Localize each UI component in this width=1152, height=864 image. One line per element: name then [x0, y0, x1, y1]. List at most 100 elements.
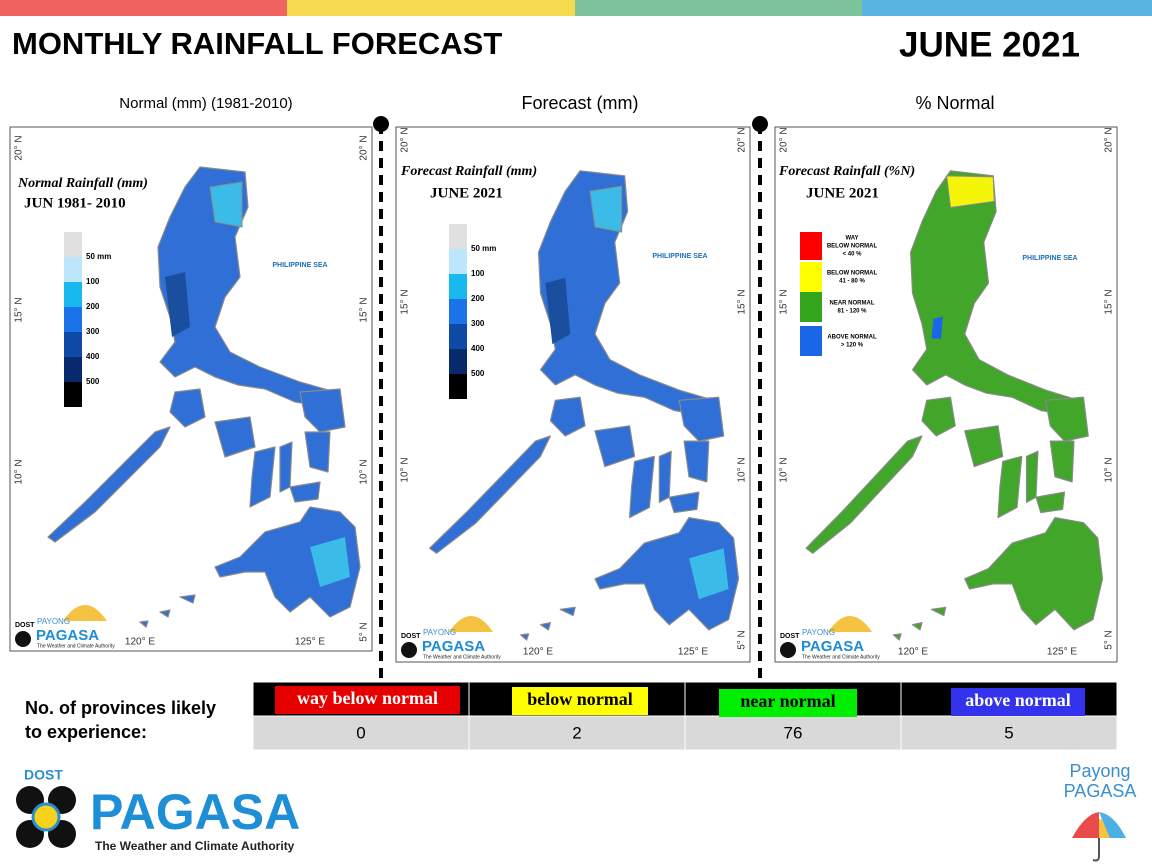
map-period: JUN 1981- 2010 — [24, 195, 126, 211]
legend-label: 400 — [86, 352, 100, 361]
legend-label: 200 — [86, 302, 100, 311]
legend-swatch — [64, 257, 82, 282]
legend-swatch — [64, 332, 82, 357]
footer-tagline: The Weather and Climate Authority — [95, 839, 295, 853]
logo-tagline: The Weather and Climate Authority — [802, 654, 880, 660]
sea-label: PHILIPPINE SEA — [652, 253, 707, 260]
panel-caption: % Normal — [915, 93, 994, 113]
map-period: JUNE 2021 — [806, 185, 879, 201]
lat-label: 10° N — [737, 457, 748, 482]
footer-brand: PAGASA — [1064, 781, 1137, 801]
lat-label: 15° N — [779, 289, 790, 314]
legend-label: < 40 % — [843, 252, 863, 258]
legend-swatch — [800, 292, 822, 322]
period: JUNE 2021 — [899, 25, 1080, 64]
rain-patch — [209, 181, 243, 228]
logo-mark — [401, 642, 417, 658]
legend-label: NEAR NORMAL — [830, 301, 875, 307]
separator-dot — [373, 116, 389, 132]
lat-label: 15° N — [737, 289, 748, 314]
logo-brand: PAGASA — [801, 638, 864, 655]
stripe — [0, 0, 287, 16]
legend-label: BELOW NORMAL — [827, 244, 878, 250]
sea-label: PHILIPPINE SEA — [272, 262, 327, 269]
legend-swatch — [800, 232, 822, 260]
legend-swatch — [64, 282, 82, 307]
legend-label: 300 — [471, 319, 485, 328]
footer-logo — [16, 786, 76, 848]
value-cell — [900, 715, 1118, 751]
category-chip — [951, 688, 1085, 716]
legend-swatch — [64, 232, 82, 257]
legend-swatch — [449, 249, 467, 274]
legend-label: 50 mm — [86, 252, 111, 261]
legend-swatch — [800, 262, 822, 292]
stripe — [862, 0, 1152, 16]
lon-label: 125° E — [295, 637, 325, 648]
lat-label: 5° N — [359, 622, 370, 642]
rain-patch — [165, 272, 190, 337]
category-label: above normal — [965, 690, 1071, 710]
footer-agency: DOST — [24, 767, 63, 783]
title: MONTHLY RAINFALL FORECAST — [12, 26, 502, 61]
logo-mark — [780, 642, 796, 658]
legend-label: WAY — [845, 236, 858, 242]
footer-brand: Payong — [1069, 761, 1130, 781]
rain-patch — [310, 537, 350, 587]
row-label: to experience: — [25, 722, 147, 742]
legend-swatch — [449, 324, 467, 349]
lat-label: 10° N — [359, 459, 370, 484]
logo-brand-top: PAYONG — [423, 628, 456, 637]
legend-swatch — [800, 326, 822, 356]
stripe — [575, 0, 862, 16]
lon-label: 125° E — [1047, 647, 1077, 658]
legend-label: 50 mm — [471, 244, 496, 253]
logo-brand-top: PAYONG — [37, 617, 70, 626]
value-cell — [468, 715, 686, 751]
category-chip — [275, 686, 460, 714]
lat-label: 15° N — [1104, 289, 1115, 314]
map — [805, 170, 1104, 641]
lat-label: 20° N — [737, 127, 748, 152]
logo-mark — [15, 631, 31, 647]
lat-label: 5° N — [1104, 630, 1115, 650]
panel-caption: Forecast (mm) — [522, 93, 639, 113]
lon-label: 125° E — [678, 647, 708, 658]
logo-umbrella — [449, 616, 493, 632]
legend-label: 300 — [86, 327, 100, 336]
rain-patch — [946, 175, 995, 209]
legend-label: ABOVE NORMAL — [827, 335, 877, 341]
legend-swatch — [449, 224, 467, 249]
legend-swatch — [449, 374, 467, 399]
legend-swatch — [64, 357, 82, 382]
legend-label: > 120 % — [841, 343, 864, 349]
lat-label: 20° N — [779, 127, 790, 152]
logo-brand: PAGASA — [36, 627, 99, 644]
lat-label: 10° N — [1104, 457, 1115, 482]
stripe — [287, 0, 575, 16]
logo-agency: DOST — [15, 622, 35, 629]
map-title: Normal Rainfall (mm) — [17, 176, 148, 191]
legend-swatch — [64, 307, 82, 332]
legend-label: 100 — [86, 277, 100, 286]
logo-umbrella — [828, 616, 872, 632]
logo-tagline: The Weather and Climate Authority — [423, 654, 501, 660]
logo-brand-top: PAYONG — [802, 628, 835, 637]
lat-label: 10° N — [14, 459, 25, 484]
row-label: No. of provinces likely — [25, 698, 216, 718]
lat-label: 20° N — [14, 135, 25, 160]
category-chip — [719, 689, 857, 717]
logo-umbrella — [63, 605, 107, 621]
rain-patch — [931, 316, 943, 340]
logo-agency: DOST — [401, 633, 421, 640]
province-count: 2 — [572, 723, 581, 742]
legend-label: 200 — [471, 294, 485, 303]
rain-patch — [545, 277, 571, 345]
map — [47, 166, 361, 628]
legend-swatch — [449, 274, 467, 299]
province-count: 76 — [784, 723, 803, 742]
lat-label: 10° N — [400, 457, 411, 482]
rain-patch — [689, 548, 729, 600]
category-label: way below normal — [297, 688, 438, 708]
